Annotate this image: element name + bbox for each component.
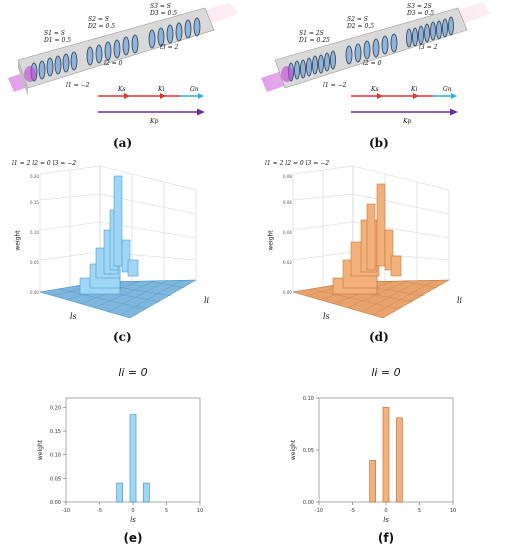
x-tick-label: 0 bbox=[131, 508, 134, 514]
ki-label: Ki bbox=[158, 86, 165, 93]
seg3-s-label: S3 = S bbox=[150, 3, 171, 10]
gn-label: Gn bbox=[190, 86, 199, 93]
chart-title: li = 0 bbox=[371, 366, 400, 379]
seg3-d-label: D3 = 0.5 bbox=[407, 10, 435, 17]
caption-d: (d) bbox=[369, 330, 389, 344]
svg-text:0.06: 0.06 bbox=[283, 200, 292, 205]
seg2-d-label: D2 = 0.5 bbox=[347, 23, 375, 30]
ks-label: Ks bbox=[118, 86, 126, 93]
seg3-d-label: D3 = 0.5 bbox=[150, 10, 178, 17]
seg3-s-label: S3 = 2S bbox=[407, 3, 432, 10]
caption-a: (a) bbox=[113, 136, 133, 150]
x-tick-label: 5 bbox=[165, 508, 168, 514]
x-tick-label: 10 bbox=[197, 508, 203, 514]
y-tick-label: 0.10 bbox=[50, 453, 61, 459]
hist3d-c: 0.00 0.05 0.10 0.15 0.20 bbox=[30, 165, 197, 319]
y-tick-label: 0.15 bbox=[50, 429, 61, 435]
header-c: l1 = 2 l2 = 0 l3 = −2 bbox=[12, 160, 77, 167]
bar bbox=[116, 482, 123, 503]
xlabel-c: ls bbox=[70, 312, 77, 321]
panel-c: l1 = 2 l2 = 0 l3 = −2 0.00 0.05 bbox=[0, 160, 252, 350]
zlabel-c: weight bbox=[14, 230, 22, 251]
y-axis-label: weight bbox=[37, 439, 44, 460]
l3-label: l3 = 2 bbox=[160, 44, 179, 51]
seg2-s-label: S2 = S bbox=[88, 16, 109, 23]
y-tick-label: 0.00 bbox=[50, 500, 61, 506]
seg2-d-label: D2 = 0.5 bbox=[88, 23, 116, 30]
xlabel-d: ls bbox=[323, 312, 330, 321]
x-tick-label: 0 bbox=[384, 508, 387, 514]
x-tick-label: -10 bbox=[62, 508, 70, 514]
bar-chart-f: li = 0 0.00 0.05 0.10 -10 -5 0 5 10 weight ls (f) bbox=[290, 366, 456, 545]
caption: (f) bbox=[378, 531, 394, 545]
x-axis-label: ls bbox=[130, 516, 136, 524]
bar bbox=[129, 414, 137, 503]
chart-title: li = 0 bbox=[118, 366, 147, 379]
y-tick-label: 0.05 bbox=[50, 476, 61, 482]
kp-label: Kp bbox=[403, 118, 412, 125]
header-d: l1 = 2 l2 = 0 l3 = −2 bbox=[265, 160, 330, 167]
ki-label: Ki bbox=[411, 86, 418, 93]
caption-b: (b) bbox=[369, 136, 389, 150]
svg-text:0.04: 0.04 bbox=[283, 230, 292, 235]
bar bbox=[369, 460, 376, 503]
panel-f: li = 0 0.00 0.05 0.10 -10 -5 0 5 10 weight ls (f) bbox=[253, 358, 505, 550]
gn-label: Gn bbox=[443, 86, 452, 93]
x-tick-label: 10 bbox=[450, 508, 456, 514]
y-axis-label: weight bbox=[290, 439, 297, 460]
svg-text:0.05: 0.05 bbox=[30, 260, 39, 265]
svg-text:0.00: 0.00 bbox=[30, 290, 39, 295]
crystal-illustration-b bbox=[261, 2, 491, 116]
x-tick-label: -5 bbox=[97, 508, 102, 514]
panel-a: S1 = S D1 = 0.5 S2 = S D2 = 0.5 S3 = S D3 =… bbox=[0, 0, 252, 160]
l2-label: l2 = 0 bbox=[363, 60, 382, 67]
ylabel-d: li bbox=[457, 296, 463, 305]
ylabel-c: li bbox=[204, 296, 210, 305]
l1-label: l1 = −2 bbox=[66, 82, 90, 89]
seg1-d-label: D1 = 0.25 bbox=[299, 37, 330, 44]
panel-e: li = 0 0.00 0.05 0.10 0.15 0.20 -10 -5 0 5 10 weigh… bbox=[0, 358, 252, 550]
x-axis-label: ls bbox=[383, 516, 389, 524]
x-tick-label: -5 bbox=[350, 508, 355, 514]
svg-text:0.02: 0.02 bbox=[283, 260, 292, 265]
y-tick-label: 0.05 bbox=[303, 448, 314, 454]
bar bbox=[143, 482, 150, 503]
zlabel-d: weight bbox=[267, 230, 275, 251]
bar-chart-e: li = 0 0.00 0.05 0.10 0.15 0.20 -10 -5 0 5 10 weigh… bbox=[37, 366, 203, 545]
x-tick-label: 5 bbox=[418, 508, 421, 514]
l1-label: l1 = −2 bbox=[323, 82, 347, 89]
seg2-s-label: S2 = S bbox=[347, 16, 368, 23]
seg1-s-label: S1 = 2S bbox=[299, 30, 324, 37]
crystal-illustration-a bbox=[8, 2, 238, 116]
y-tick-label: 0.10 bbox=[303, 396, 314, 402]
y-tick-label: 0.20 bbox=[50, 405, 61, 411]
svg-text:0.00: 0.00 bbox=[283, 290, 292, 295]
svg-text:0.20: 0.20 bbox=[30, 174, 39, 179]
y-tick-label: 0.00 bbox=[303, 500, 314, 506]
ks-label: Ks bbox=[371, 86, 379, 93]
panel-d: l1 = 2 l2 = 0 l3 = −2 0.00 0.02 bbox=[253, 160, 505, 350]
bar bbox=[382, 407, 390, 503]
x-tick-label: -10 bbox=[315, 508, 323, 514]
svg-text:0.15: 0.15 bbox=[30, 200, 39, 205]
panel-b: S1 = 2S D1 = 0.25 S2 = S D2 = 0.5 S3 = 2S D… bbox=[253, 0, 505, 160]
l3-label: l3 = 2 bbox=[419, 44, 438, 51]
svg-text:0.10: 0.10 bbox=[30, 230, 39, 235]
hist3d-d: 0.00 0.02 0.04 0.06 0.08 bbox=[283, 165, 450, 319]
bar bbox=[396, 417, 403, 503]
svg-text:0.08: 0.08 bbox=[283, 174, 292, 179]
caption: (e) bbox=[123, 531, 142, 545]
l2-label: l2 = 0 bbox=[104, 60, 123, 67]
seg1-d-label: D1 = 0.5 bbox=[44, 37, 72, 44]
seg1-s-label: S1 = S bbox=[44, 30, 65, 37]
caption-c: (c) bbox=[113, 330, 132, 344]
kp-label: Kp bbox=[150, 118, 159, 125]
